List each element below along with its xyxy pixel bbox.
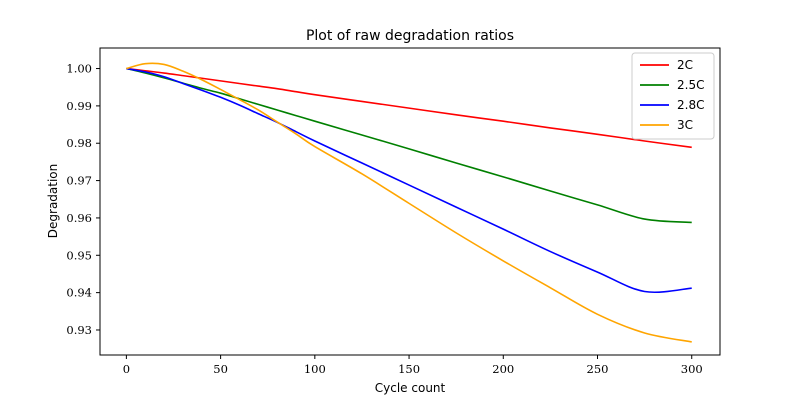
y-tick-label: 0.95 [66, 248, 92, 262]
y-tick-label: 0.93 [66, 323, 92, 337]
x-axis-label: Cycle count [375, 381, 446, 395]
y-axis: 0.93 0.94 0.95 0.96 0.97 0.98 0.99 1.00 [66, 62, 100, 337]
legend-box [631, 52, 715, 140]
x-tick-label: 200 [492, 362, 514, 376]
y-axis-label: Degradation [46, 164, 60, 238]
series-line-2-8c [126, 67, 692, 293]
x-tick-label: 150 [398, 362, 420, 376]
y-tick-label: 0.94 [66, 286, 92, 300]
y-tick-label: 0.98 [66, 136, 92, 150]
x-tick-label: 50 [213, 362, 228, 376]
series-line-2c [126, 67, 692, 149]
series-lines [126, 62, 692, 343]
legend-label: 2.5C [677, 78, 704, 92]
y-tick-label: 1.00 [66, 62, 92, 76]
legend-label: 2.8C [677, 98, 704, 112]
x-axis: 0 50 100 150 200 250 300 [123, 355, 703, 376]
plot-area [99, 47, 721, 356]
legend: 2C 2.5C 2.8C 3C [631, 52, 715, 140]
chart-title: Plot of raw degradation ratios [306, 28, 514, 44]
series-line-2-5c [126, 67, 692, 224]
y-tick-label: 0.96 [66, 211, 92, 225]
legend-label: 2C [677, 58, 693, 72]
y-tick-label: 0.97 [66, 174, 92, 188]
x-tick-label: 300 [681, 362, 703, 376]
x-tick-label: 100 [304, 362, 326, 376]
legend-label: 3C [677, 118, 693, 132]
x-tick-label: 0 [123, 362, 130, 376]
x-tick-label: 250 [587, 362, 609, 376]
series-line-3c [126, 62, 692, 343]
y-tick-label: 0.99 [66, 99, 92, 113]
